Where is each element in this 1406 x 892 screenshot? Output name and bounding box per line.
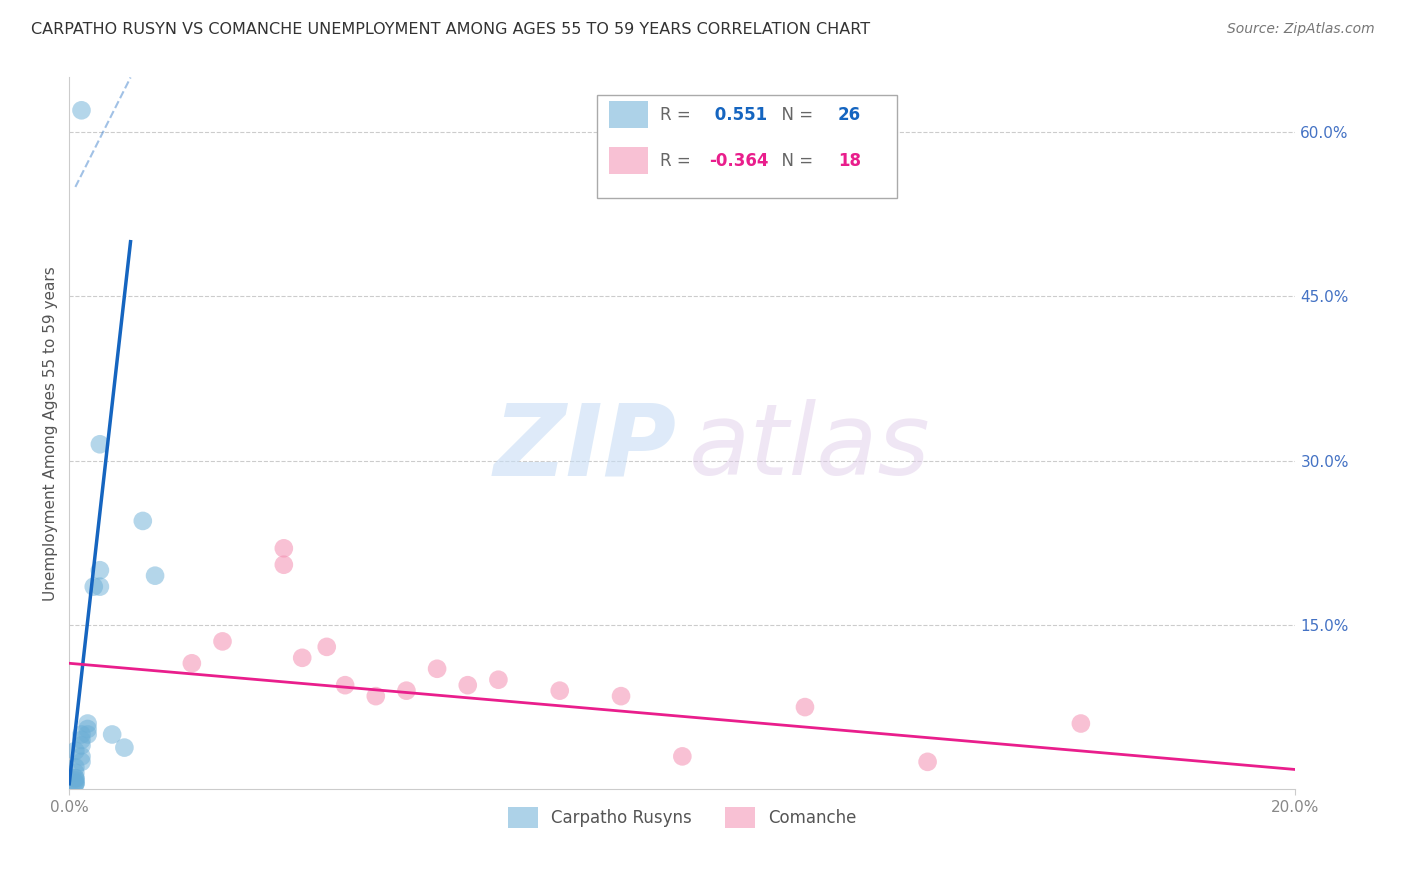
Point [112, 740, 135, 755]
Point [65, 760, 87, 774]
FancyBboxPatch shape [609, 147, 648, 174]
Text: atlas: atlas [689, 399, 931, 496]
Text: 0.551: 0.551 [709, 106, 768, 124]
Text: Source: ZipAtlas.com: Source: ZipAtlas.com [1227, 22, 1375, 37]
Point [917, 755, 939, 769]
Legend: Carpatho Rusyns, Comanche: Carpatho Rusyns, Comanche [501, 801, 863, 834]
Point [89, 580, 111, 594]
Point [70, 749, 93, 764]
Point [1070, 716, 1092, 731]
Point [486, 673, 509, 687]
Text: ZIP: ZIP [494, 399, 676, 496]
Point [65, 777, 87, 791]
Point [273, 541, 295, 556]
Point [548, 683, 571, 698]
Point [610, 689, 633, 703]
Point [143, 568, 166, 582]
Point [76, 716, 98, 731]
Point [70, 755, 93, 769]
Point [76, 727, 98, 741]
Point [315, 640, 337, 654]
Point [211, 634, 233, 648]
Point [76, 722, 98, 736]
Point [457, 678, 479, 692]
Point [65, 777, 87, 791]
Point [70, 103, 93, 118]
Point [180, 657, 202, 671]
Point [132, 514, 155, 528]
Point [70, 727, 93, 741]
Point [89, 563, 111, 577]
Point [83, 580, 105, 594]
Text: -0.364: -0.364 [709, 153, 769, 170]
FancyBboxPatch shape [609, 101, 648, 128]
FancyBboxPatch shape [596, 95, 897, 198]
Point [101, 727, 124, 741]
Point [65, 773, 87, 788]
Point [65, 744, 87, 758]
Point [426, 662, 449, 676]
Point [65, 771, 87, 785]
Point [333, 678, 356, 692]
Text: N =: N = [770, 153, 818, 170]
Point [70, 739, 93, 753]
Point [273, 558, 295, 572]
Text: CARPATHO RUSYN VS COMANCHE UNEMPLOYMENT AMONG AGES 55 TO 59 YEARS CORRELATION CH: CARPATHO RUSYN VS COMANCHE UNEMPLOYMENT … [31, 22, 870, 37]
Point [65, 775, 87, 789]
Point [89, 437, 111, 451]
Y-axis label: Unemployment Among Ages 55 to 59 years: Unemployment Among Ages 55 to 59 years [44, 266, 58, 600]
Text: R =: R = [661, 106, 696, 124]
Point [65, 771, 87, 785]
Point [291, 650, 314, 665]
Point [671, 749, 693, 764]
Point [65, 765, 87, 780]
Point [395, 683, 418, 698]
Text: N =: N = [770, 106, 818, 124]
Point [794, 700, 817, 714]
Text: 26: 26 [838, 106, 862, 124]
Point [70, 733, 93, 747]
Text: R =: R = [661, 153, 690, 170]
Text: 18: 18 [838, 153, 860, 170]
Point [364, 689, 387, 703]
